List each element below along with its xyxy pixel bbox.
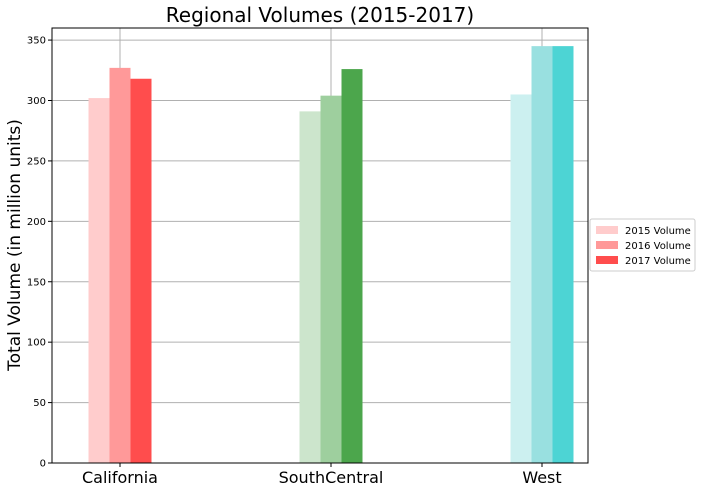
chart-title: Regional Volumes (2015-2017) bbox=[166, 3, 474, 27]
legend-label: 2017 Volume bbox=[625, 256, 691, 267]
y-tick-label: 350 bbox=[27, 36, 46, 47]
legend-swatch bbox=[596, 226, 618, 234]
bar-west-2016 bbox=[531, 46, 553, 463]
plot-frame bbox=[51, 27, 589, 464]
y-tick-label: 300 bbox=[27, 96, 46, 107]
x-tick-label: SouthCentral bbox=[279, 468, 384, 487]
bar-california-2016 bbox=[109, 67, 131, 463]
bar-southcentral-2017 bbox=[341, 69, 363, 463]
y-axis-label: Total Volume (in million units) bbox=[5, 119, 25, 372]
y-tick-label: 150 bbox=[27, 277, 46, 288]
bar-southcentral-2015 bbox=[299, 111, 321, 463]
x-tick-label: California bbox=[82, 468, 158, 487]
legend-swatch bbox=[596, 256, 618, 264]
legend-swatch bbox=[596, 241, 618, 249]
legend: 2015 Volume 2016 Volume 2017 Volume bbox=[589, 218, 696, 272]
y-axis-ticks: 0 50 100 150 200 250 300 350 bbox=[27, 36, 52, 470]
x-axis-ticks: California SouthCentral West bbox=[82, 463, 562, 487]
legend-label: 2015 Volume bbox=[625, 226, 691, 237]
y-tick-label: 250 bbox=[27, 156, 46, 167]
bar-california-2017 bbox=[130, 78, 152, 463]
bar-california-2015 bbox=[88, 98, 110, 463]
bar-west-2017 bbox=[552, 46, 574, 463]
bars bbox=[88, 46, 574, 464]
legend-label: 2016 Volume bbox=[625, 241, 691, 252]
y-tick-label: 200 bbox=[27, 217, 46, 228]
y-tick-label: 100 bbox=[27, 338, 46, 349]
bar-west-2015 bbox=[510, 94, 532, 463]
y-tick-label: 50 bbox=[33, 398, 46, 409]
x-tick-label: West bbox=[522, 468, 561, 487]
bar-southcentral-2016 bbox=[320, 95, 342, 464]
y-tick-label: 0 bbox=[40, 459, 46, 470]
